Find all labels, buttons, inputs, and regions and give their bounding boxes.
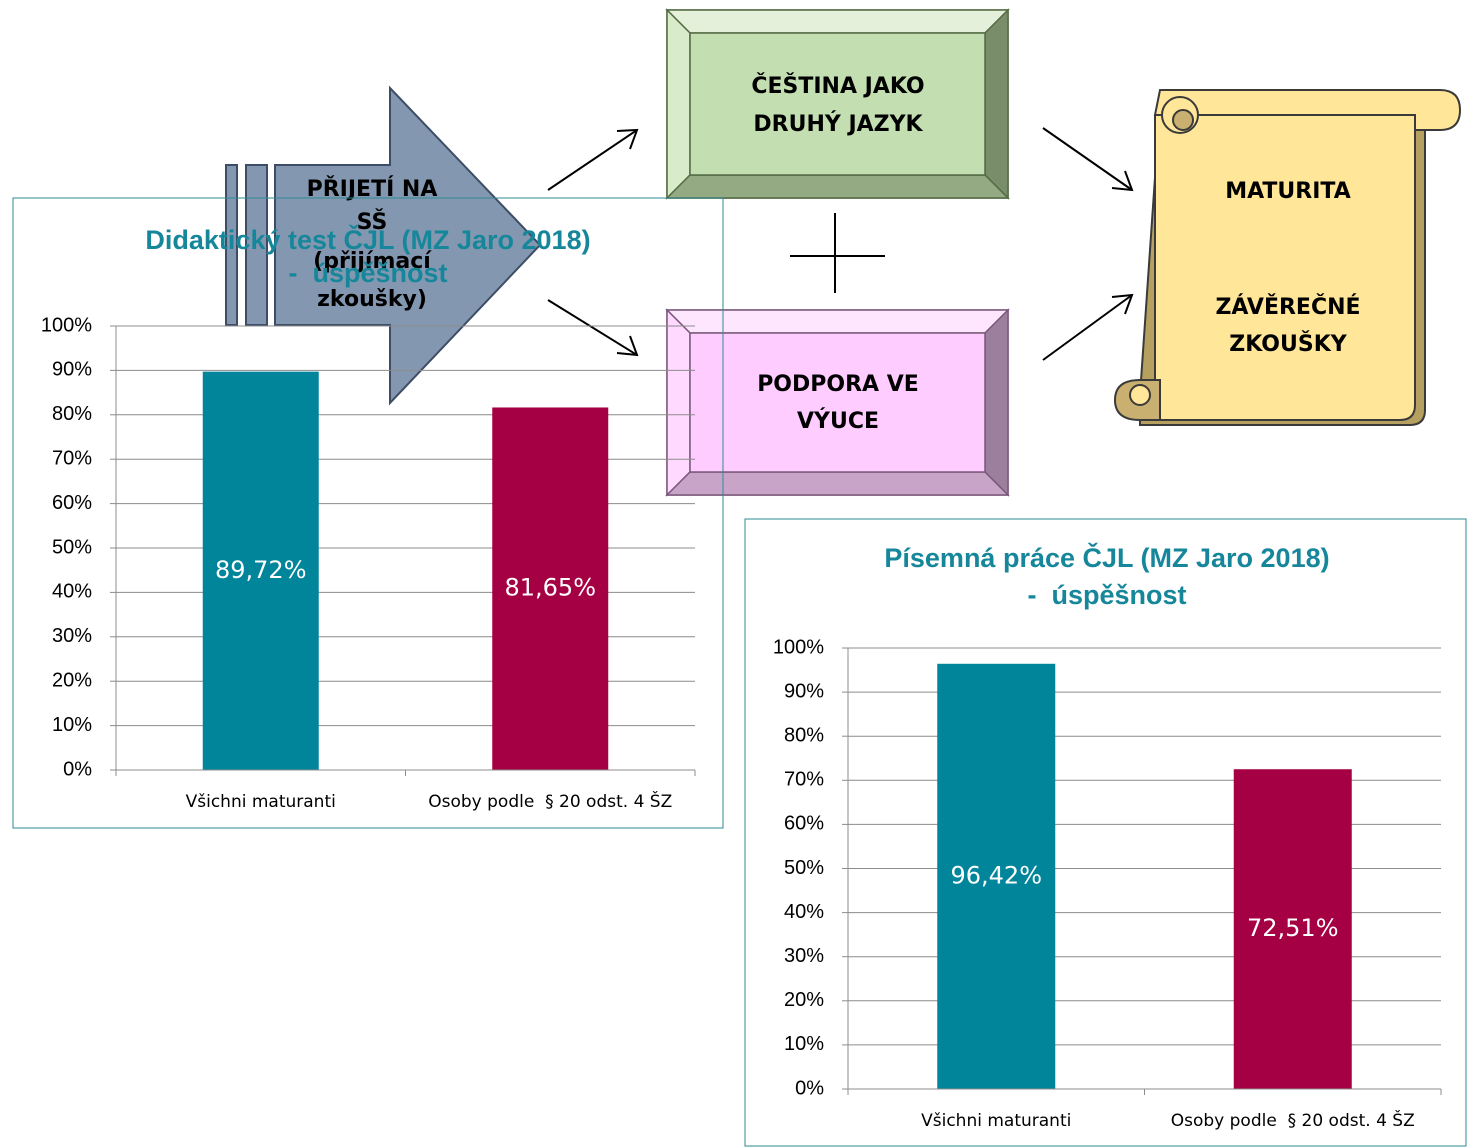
box-text: ČEŠTINA JAKO xyxy=(751,73,924,99)
exam-scroll xyxy=(1113,89,1462,426)
y-tick-label: 50% xyxy=(784,857,824,879)
x-tick-label: Osoby podle § 20 odst. 4 ŠZ xyxy=(1171,1109,1415,1131)
box-text: DRUHÝ JAZYK xyxy=(753,111,923,137)
y-tick-label: 60% xyxy=(784,813,824,835)
y-tick-label: 90% xyxy=(784,680,824,702)
y-tick-label: 70% xyxy=(784,769,824,791)
box-text: PODPORA VE xyxy=(757,372,919,397)
y-tick-label: 50% xyxy=(52,536,92,558)
bar xyxy=(937,663,1056,1089)
y-tick-label: 100% xyxy=(41,314,92,336)
y-tick-label: 10% xyxy=(52,714,92,736)
y-tick-label: 20% xyxy=(784,989,824,1011)
x-tick-label: Všichni maturanti xyxy=(921,1111,1071,1131)
chart-title: Písemná práce ČJL (MZ Jaro 2018) xyxy=(884,542,1329,573)
box-text: VÝUCE xyxy=(797,408,879,434)
data-label: 81,65% xyxy=(504,574,596,602)
chart-title: - úspěšnost xyxy=(1027,580,1186,610)
y-tick-label: 30% xyxy=(52,625,92,647)
data-label: 72,51% xyxy=(1247,914,1339,942)
arrow-text: SŠ xyxy=(357,209,388,235)
y-tick-label: 20% xyxy=(52,669,92,691)
y-tick-label: 100% xyxy=(773,636,824,658)
y-tick-label: 30% xyxy=(784,945,824,967)
chart-frame xyxy=(744,518,1467,1147)
arrow-text: (přijímací xyxy=(313,249,432,274)
y-tick-label: 0% xyxy=(795,1077,824,1099)
y-tick-label: 0% xyxy=(63,758,92,780)
y-tick-label: 40% xyxy=(784,901,824,923)
bar xyxy=(492,407,609,770)
y-tick-label: 80% xyxy=(52,403,92,425)
y-tick-label: 80% xyxy=(784,724,824,746)
x-tick-label: Všichni maturanti xyxy=(186,792,336,812)
scroll-text: MATURITA xyxy=(1225,179,1351,204)
y-tick-label: 40% xyxy=(52,581,92,603)
y-tick-label: 90% xyxy=(52,359,92,381)
x-tick-label: Osoby podle § 20 odst. 4 ŠZ xyxy=(428,790,672,812)
y-tick-label: 60% xyxy=(52,492,92,514)
chart-title: Didaktický test ČJL (MZ Jaro 2018) xyxy=(145,224,590,255)
chart-frame xyxy=(12,197,724,829)
admission-arrow xyxy=(225,85,542,406)
czech-box xyxy=(665,8,1010,200)
connector-arrows xyxy=(547,127,1134,361)
data-label: 89,72% xyxy=(215,556,307,584)
y-tick-label: 70% xyxy=(52,447,92,469)
support-box xyxy=(665,308,1010,497)
scroll-text: ZÁVĚREČNÉ xyxy=(1215,294,1360,320)
scroll-text: ZKOUŠKY xyxy=(1229,331,1347,357)
data-label: 96,42% xyxy=(950,861,1042,889)
bar xyxy=(1233,769,1352,1089)
y-tick-label: 10% xyxy=(784,1033,824,1055)
bar xyxy=(202,371,319,770)
arrow-text: zkoušky) xyxy=(317,287,427,312)
plus-sign xyxy=(790,213,885,293)
chart-title: - úspěšnost xyxy=(288,258,447,288)
